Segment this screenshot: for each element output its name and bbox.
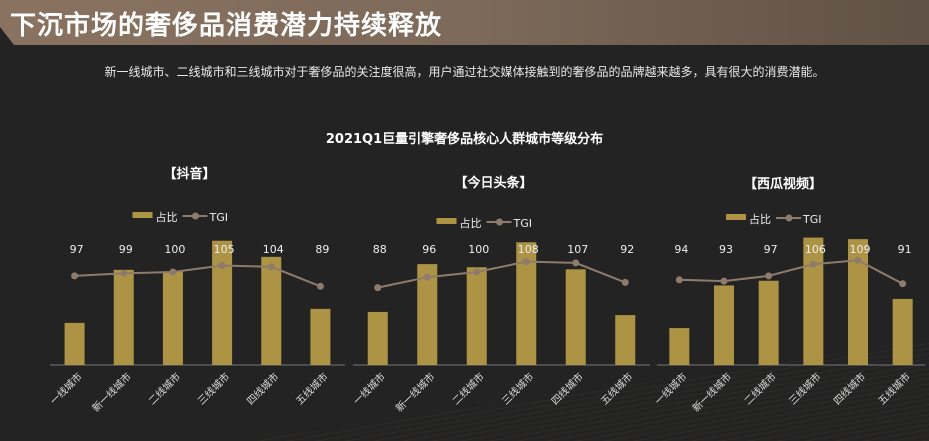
legend-label: TGI xyxy=(802,213,822,226)
bar xyxy=(565,269,586,365)
legend-label: 占比 xyxy=(749,212,771,226)
legend-label: 占比 xyxy=(460,216,482,230)
tgi-point xyxy=(218,262,226,269)
page-subtitle: 新一线城市、二线城市和三线城市对于奢侈品的关注度很高，用户通过社交媒体接触到的奢… xyxy=(104,65,825,79)
x-tick-label: 一线城市 xyxy=(47,370,84,407)
bar xyxy=(162,271,183,365)
tgi-point xyxy=(169,268,177,276)
x-tick-label: 新一线城市 xyxy=(89,370,134,415)
data-label: 100 xyxy=(468,243,489,256)
tgi-point xyxy=(316,282,324,290)
tgi-point xyxy=(120,269,128,277)
bar xyxy=(113,269,134,365)
data-label: 93 xyxy=(719,243,733,256)
data-label: 97 xyxy=(70,243,84,256)
bar xyxy=(310,308,331,365)
x-tick-label: 三线城市 xyxy=(195,370,232,407)
data-label: 104 xyxy=(263,243,284,256)
legend-label: TGI xyxy=(513,217,533,230)
data-label: 89 xyxy=(315,243,329,256)
page-title: 下沉市场的奢侈品消费潜力持续释放 xyxy=(10,11,443,41)
bar xyxy=(758,280,779,365)
bar xyxy=(367,311,388,365)
x-tick-label: 五线城市 xyxy=(598,370,635,407)
x-tick-label: 三线城市 xyxy=(499,370,536,407)
data-label: 97 xyxy=(764,243,778,256)
chart-subtitle: 【今日头条】 xyxy=(454,175,532,191)
data-label: 106 xyxy=(805,243,826,256)
data-label: 108 xyxy=(518,243,539,256)
data-label: 88 xyxy=(373,243,387,256)
title-banner xyxy=(0,0,929,45)
legend-bar-swatch xyxy=(436,218,457,224)
tgi-point xyxy=(473,268,481,276)
x-tick-label: 一线城市 xyxy=(350,370,387,407)
bar xyxy=(669,328,690,365)
tgi-point xyxy=(374,284,382,292)
tgi-point xyxy=(621,278,629,286)
x-tick-label: 五线城市 xyxy=(293,370,330,407)
bar xyxy=(516,242,537,365)
x-tick-label: 二线城市 xyxy=(146,370,183,407)
data-label: 91 xyxy=(898,243,912,256)
legend-label: 占比 xyxy=(156,210,178,224)
chart-title: 2021Q1巨量引擎奢侈品核心人群城市等级分布 xyxy=(325,132,604,147)
data-label: 100 xyxy=(164,243,185,256)
data-label: 109 xyxy=(850,243,871,256)
bar xyxy=(261,256,282,365)
tgi-line xyxy=(377,260,626,289)
legend-line-marker xyxy=(496,218,503,226)
bar xyxy=(803,237,824,365)
tgi-line xyxy=(679,259,904,285)
legend-bar-swatch xyxy=(132,212,153,218)
bar xyxy=(417,264,438,365)
x-tick-label: 四线城市 xyxy=(548,370,585,407)
tgi-line xyxy=(74,264,321,288)
x-tick-label: 新一线城市 xyxy=(690,370,735,415)
tgi-point xyxy=(854,256,862,264)
chart-subtitle: 【抖音】 xyxy=(163,166,215,182)
bar xyxy=(615,315,636,365)
data-label: 99 xyxy=(119,243,133,256)
tgi-point xyxy=(71,272,79,280)
tgi-point xyxy=(572,259,580,267)
bar xyxy=(892,298,913,365)
x-tick-label: 二线城市 xyxy=(449,370,486,407)
bar xyxy=(466,267,487,365)
tgi-point xyxy=(899,280,907,288)
tgi-point xyxy=(267,263,275,271)
tgi-point xyxy=(423,273,431,281)
bar xyxy=(714,285,734,365)
bar xyxy=(212,240,233,365)
tgi-point xyxy=(765,272,773,280)
x-tick-label: 五线城市 xyxy=(875,370,912,407)
data-label: 96 xyxy=(422,243,436,256)
data-label: 94 xyxy=(674,243,688,256)
data-label: 92 xyxy=(620,243,634,256)
legend-line-marker xyxy=(192,212,199,220)
x-tick-label: 二线城市 xyxy=(741,370,778,407)
x-tick-label: 三线城市 xyxy=(786,370,823,407)
x-tick-label: 一线城市 xyxy=(652,370,689,407)
tgi-point xyxy=(809,260,817,268)
legend-bar-swatch xyxy=(726,214,746,220)
data-label: 105 xyxy=(214,243,235,256)
x-tick-label: 新一线城市 xyxy=(393,370,438,415)
legend-line-marker xyxy=(785,214,793,222)
legend-label: TGI xyxy=(209,211,229,224)
x-tick-label: 四线城市 xyxy=(244,370,281,407)
chart-subtitle: 【西瓜视频】 xyxy=(744,176,822,192)
bar xyxy=(64,322,85,365)
x-tick-label: 四线城市 xyxy=(831,370,868,407)
tgi-point xyxy=(675,276,683,284)
tgi-point xyxy=(720,277,728,285)
data-label: 107 xyxy=(567,243,588,256)
tgi-point xyxy=(522,258,530,266)
bar xyxy=(848,239,868,365)
